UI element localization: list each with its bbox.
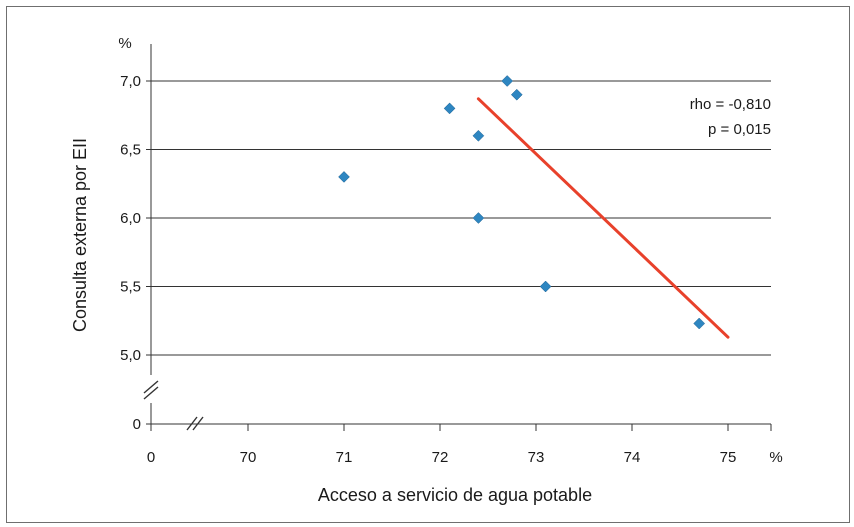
x-tick-label-6: 75 bbox=[720, 449, 737, 466]
y-axis-break-mark-2 bbox=[143, 386, 159, 400]
chart-frame bbox=[6, 6, 850, 523]
x-tick-label-5: 74 bbox=[624, 449, 641, 466]
x-tick-label-0: 0 bbox=[147, 449, 155, 466]
y-unit-label: % bbox=[118, 35, 131, 52]
x-tick-label-1: 70 bbox=[240, 449, 257, 466]
x-tick-label-4: 73 bbox=[528, 449, 545, 466]
y-axis-break-mark-1 bbox=[143, 380, 159, 394]
data-point-4 bbox=[443, 102, 456, 115]
x-tick-label-2: 71 bbox=[336, 449, 353, 466]
grid-layer bbox=[151, 80, 771, 425]
rho-annotation: rho = -0,810 bbox=[690, 96, 771, 113]
x-unit-label: % bbox=[769, 449, 782, 466]
data-point-2 bbox=[510, 88, 523, 101]
trend-layer bbox=[476, 97, 730, 339]
y-axis-title: Consulta externa por EII bbox=[70, 138, 90, 332]
y-tick-label-4: 6,5 bbox=[120, 142, 141, 159]
data-point-1 bbox=[501, 75, 514, 87]
data-point-0 bbox=[472, 129, 485, 142]
y-tick-label-1: 5,0 bbox=[120, 347, 141, 364]
data-point-7 bbox=[693, 317, 706, 330]
x-axis-title: Acceso a servicio de agua potable bbox=[318, 485, 592, 505]
data-point-6 bbox=[539, 280, 552, 293]
label-layer: 0 5,0 5,5 6,0 6,5 7,0 0 70 71 72 73 74 75 bbox=[120, 73, 736, 466]
y-tick-label-3: 6,0 bbox=[120, 210, 141, 227]
y-tick-label-0: 0 bbox=[133, 416, 141, 433]
y-tick-label-5: 7,0 bbox=[120, 73, 141, 90]
x-axis-break-mark-1 bbox=[186, 416, 198, 431]
p-value-annotation: p = 0,015 bbox=[708, 121, 771, 138]
trend-line bbox=[476, 97, 730, 339]
data-point-5 bbox=[472, 212, 485, 224]
axis-layer bbox=[143, 44, 772, 431]
point-layer bbox=[338, 75, 706, 330]
x-tick-label-3: 72 bbox=[432, 449, 449, 466]
y-tick-label-2: 5,5 bbox=[120, 279, 141, 296]
x-axis-break-mark-2 bbox=[192, 416, 204, 431]
data-point-3 bbox=[338, 171, 350, 183]
